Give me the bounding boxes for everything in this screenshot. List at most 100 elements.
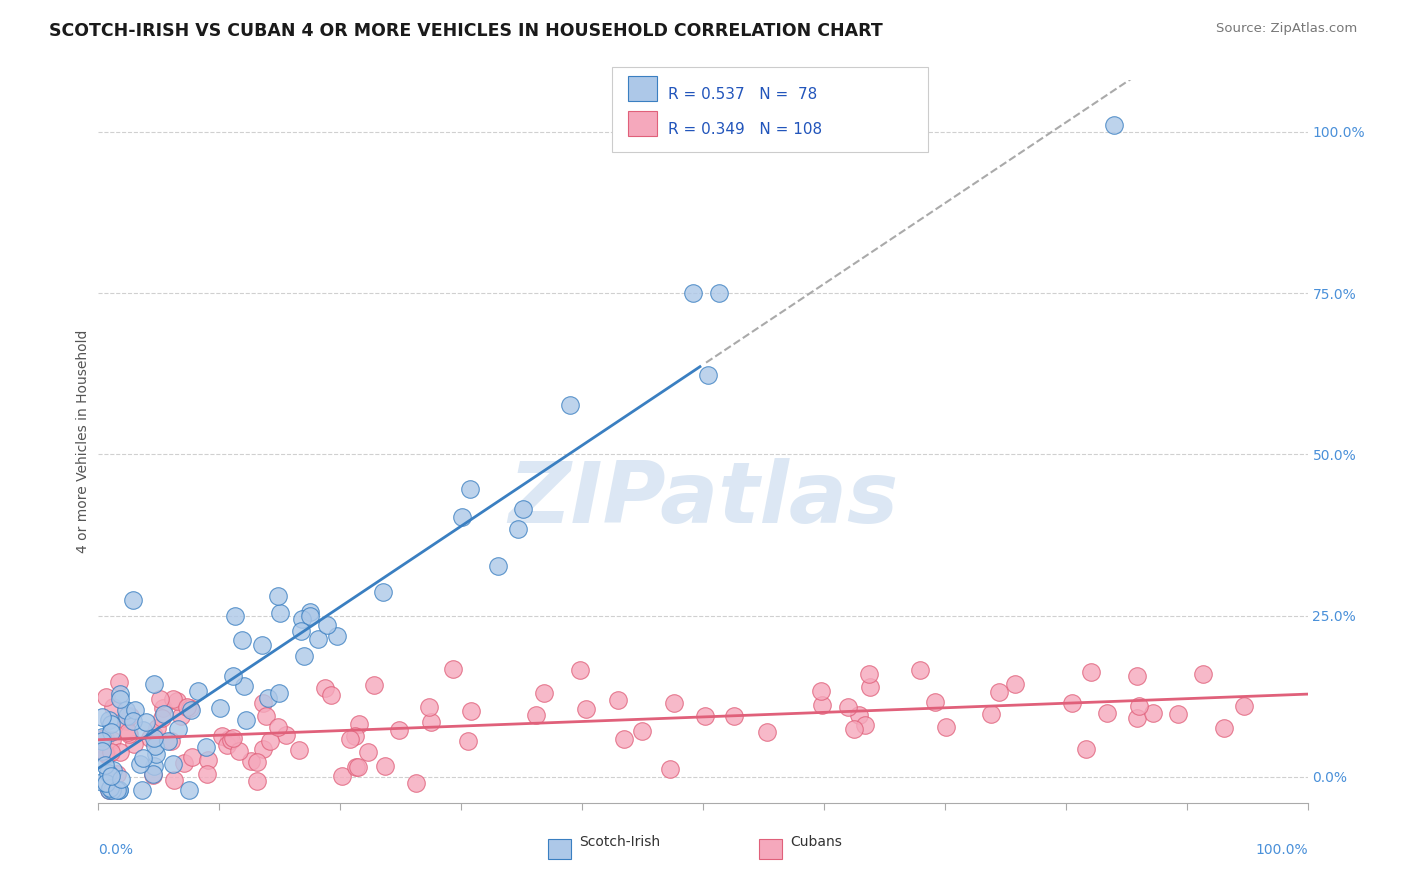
Text: 100.0%: 100.0% — [1256, 843, 1308, 857]
Point — [239, 754, 262, 768]
Point — [290, 624, 312, 639]
Point — [91, 731, 114, 746]
Point — [219, 732, 242, 747]
Point — [1076, 741, 1098, 756]
Point — [330, 769, 353, 783]
Point — [180, 702, 202, 716]
Point — [707, 286, 730, 301]
Point — [316, 617, 339, 632]
Point — [177, 783, 200, 797]
Point — [307, 632, 329, 647]
Point — [357, 745, 380, 759]
Point — [418, 700, 440, 714]
Point — [152, 700, 174, 714]
Point — [373, 585, 395, 599]
Point — [299, 605, 322, 619]
Point — [153, 707, 176, 722]
Point — [142, 758, 165, 772]
Point — [405, 775, 427, 789]
Text: Source: ZipAtlas.com: Source: ZipAtlas.com — [1216, 22, 1357, 36]
Point — [135, 715, 157, 730]
Point — [858, 667, 880, 681]
Point — [1191, 666, 1213, 681]
Point — [575, 702, 598, 716]
Point — [533, 686, 555, 700]
Point — [110, 772, 132, 786]
Point — [91, 744, 114, 758]
Point — [267, 720, 290, 734]
Point — [146, 721, 169, 735]
Point — [810, 684, 832, 698]
Point — [91, 738, 114, 752]
Point — [100, 725, 122, 739]
Point — [314, 681, 336, 695]
Point — [160, 734, 183, 748]
Point — [935, 720, 957, 734]
Point — [105, 766, 128, 780]
Point — [319, 688, 342, 702]
Point — [613, 731, 636, 746]
Text: ZIPatlas: ZIPatlas — [508, 458, 898, 541]
Point — [107, 675, 129, 690]
Point — [142, 731, 165, 746]
Point — [344, 730, 367, 744]
Point — [1062, 696, 1084, 710]
Point — [292, 648, 315, 663]
Point — [91, 710, 114, 724]
Point — [232, 679, 254, 693]
Point — [1126, 711, 1149, 725]
Point — [606, 692, 628, 706]
Point — [908, 663, 931, 677]
Point — [132, 751, 155, 765]
Point — [252, 742, 274, 756]
Point — [176, 699, 198, 714]
Point — [103, 700, 125, 714]
Point — [291, 612, 314, 626]
Point — [344, 760, 367, 774]
Point — [115, 709, 138, 723]
Point — [97, 713, 120, 727]
Point — [157, 734, 180, 748]
Point — [388, 723, 411, 738]
Point — [682, 286, 704, 301]
Point — [697, 368, 720, 383]
Point — [326, 629, 349, 643]
Point — [631, 723, 654, 738]
Point — [131, 783, 153, 797]
Point — [363, 678, 385, 692]
Point — [108, 746, 131, 760]
Point — [101, 732, 124, 747]
Point — [169, 708, 191, 723]
Point — [162, 773, 184, 788]
Point — [811, 698, 834, 712]
Point — [287, 743, 309, 757]
Point — [267, 686, 290, 700]
Point — [195, 739, 218, 754]
Point — [211, 729, 233, 743]
Point — [298, 609, 321, 624]
Point — [859, 680, 882, 694]
Text: SCOTCH-IRISH VS CUBAN 4 OR MORE VEHICLES IN HOUSEHOLD CORRELATION CHART: SCOTCH-IRISH VS CUBAN 4 OR MORE VEHICLES… — [49, 22, 883, 40]
Point — [121, 593, 143, 607]
Point — [110, 692, 132, 706]
Point — [349, 717, 371, 731]
Point — [132, 723, 155, 737]
Point — [98, 781, 121, 796]
Point — [457, 734, 479, 748]
Point — [235, 713, 257, 727]
Point — [179, 701, 201, 715]
Point — [1128, 699, 1150, 714]
Point — [187, 684, 209, 698]
Point — [506, 522, 529, 536]
Point — [100, 769, 122, 783]
Point — [441, 662, 464, 676]
Text: R = 0.349   N = 108: R = 0.349 N = 108 — [668, 122, 823, 137]
Point — [569, 663, 592, 677]
Point — [197, 753, 219, 767]
Point — [97, 783, 120, 797]
Point — [118, 727, 141, 741]
Point — [142, 768, 165, 782]
Point — [115, 714, 138, 728]
Point — [94, 731, 117, 745]
Point — [197, 767, 219, 781]
